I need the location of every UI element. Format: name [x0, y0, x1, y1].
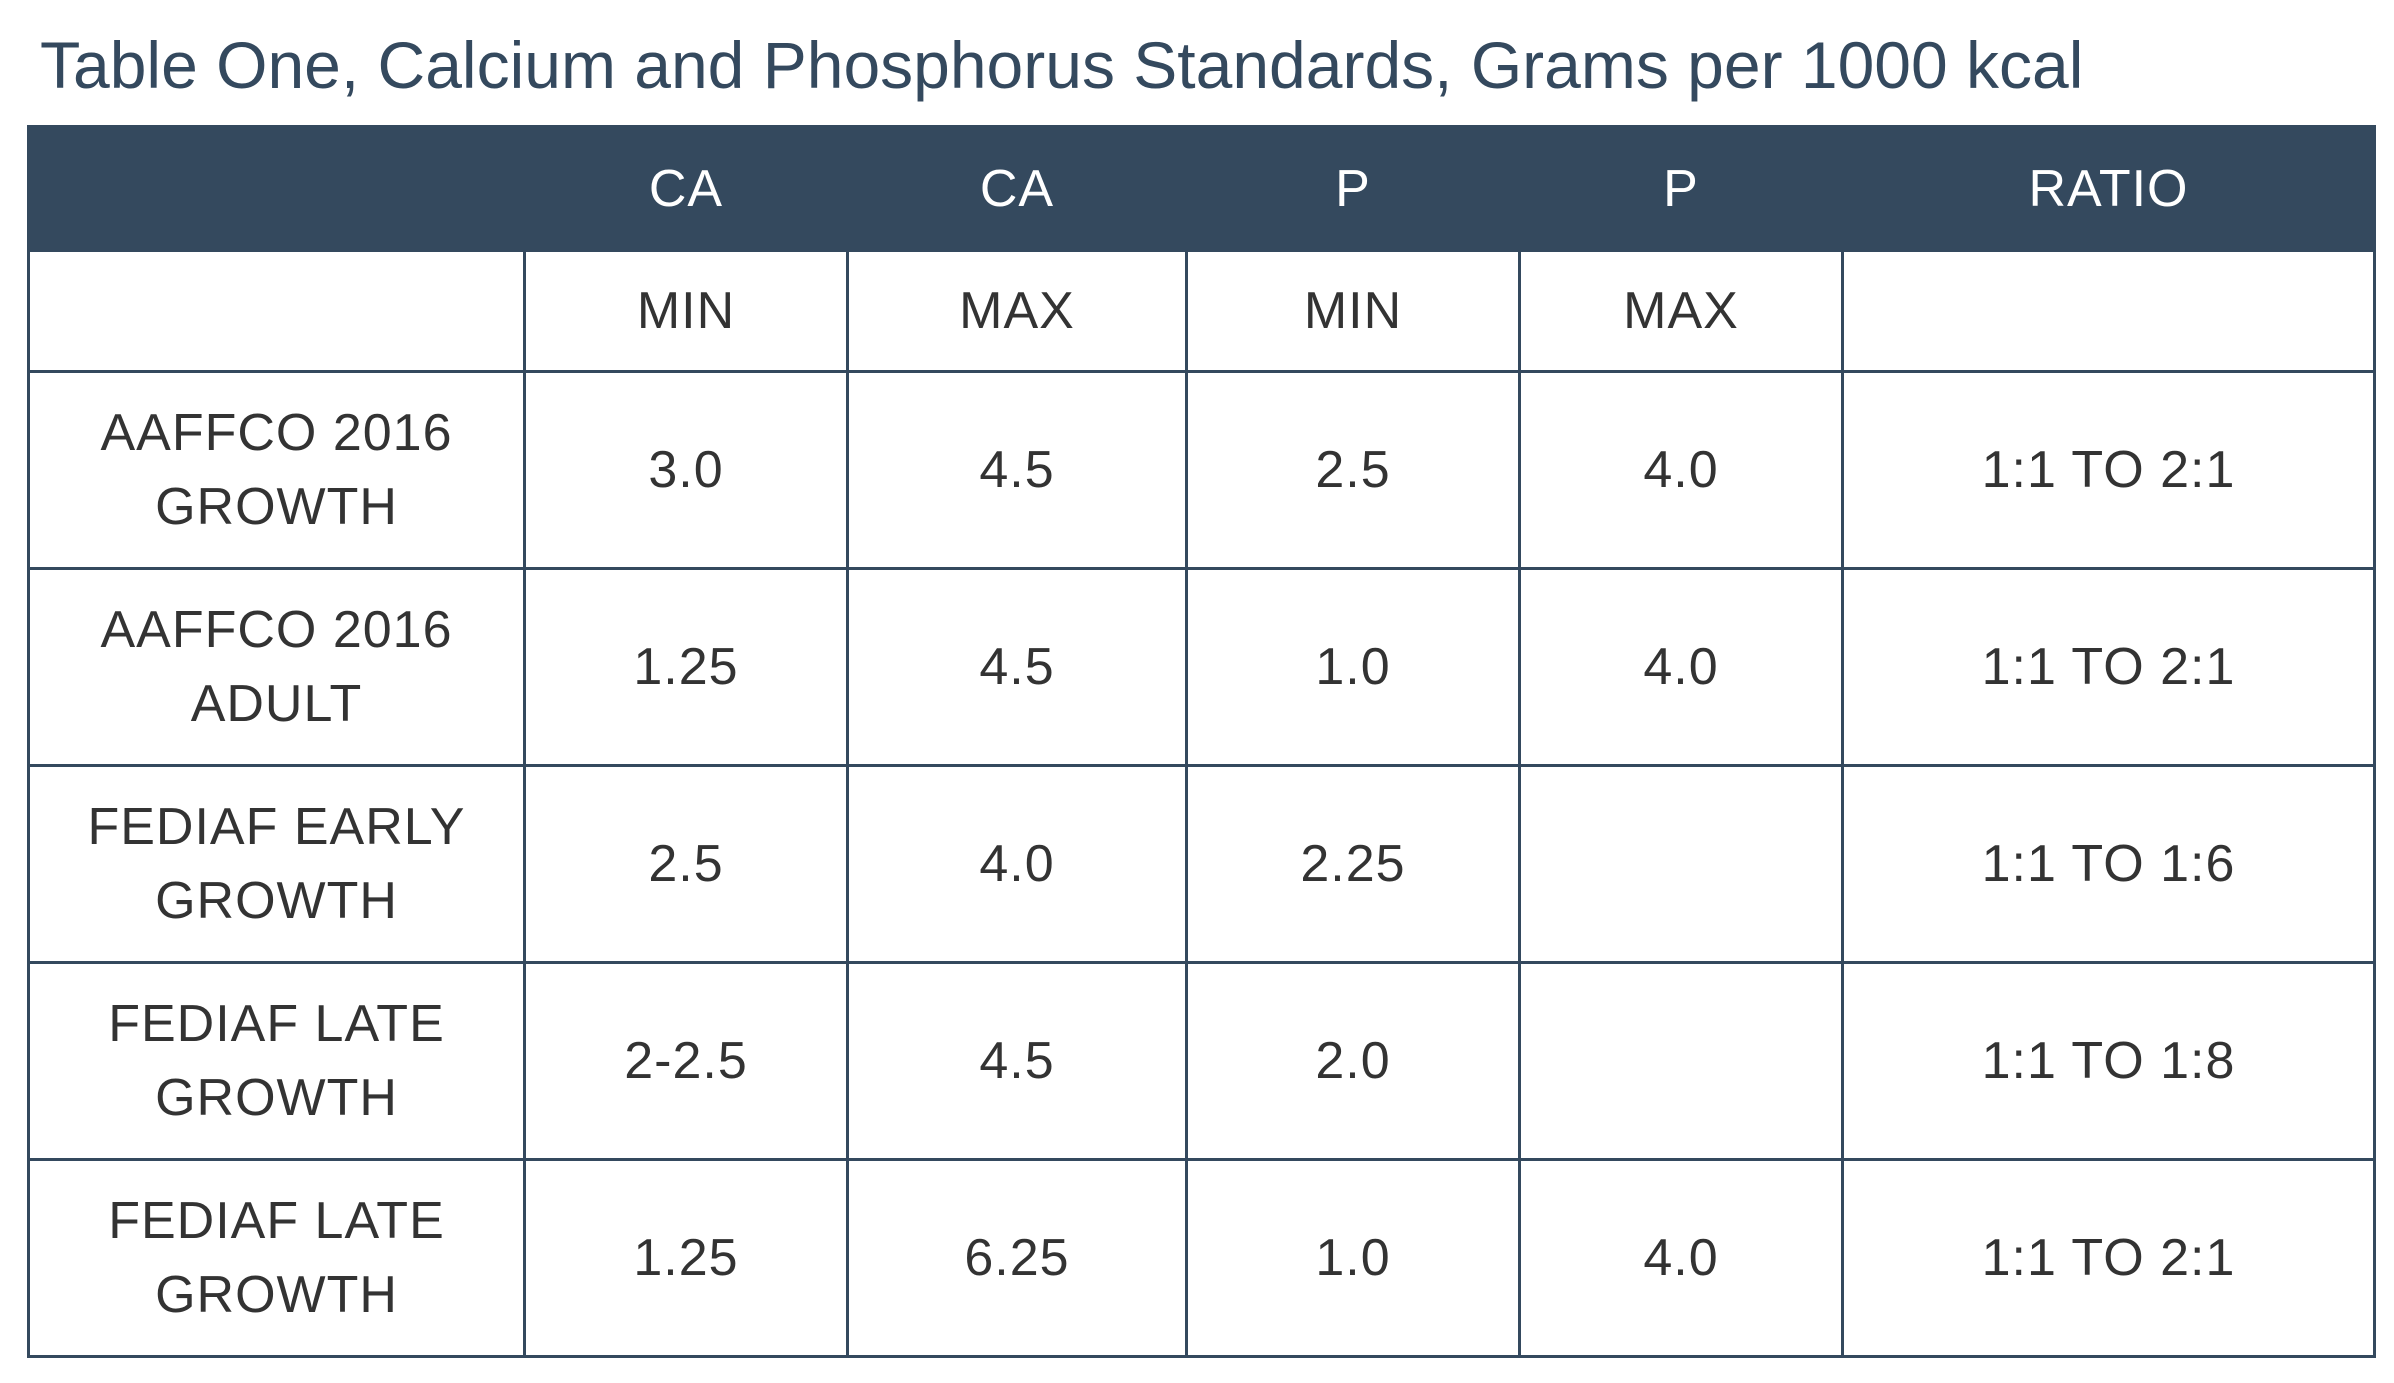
subheader-p-max: MAX	[1518, 249, 1844, 373]
calcium-phosphorus-table: CA CA P P RATIO MIN MAX MIN MAX AAFFCO 2…	[27, 125, 2376, 1358]
column-header-ratio: RATIO	[1841, 125, 2376, 252]
cell-p-max: 4.0	[1518, 370, 1844, 570]
cell-p-max: 4.0	[1518, 1158, 1844, 1358]
row-label: AAFFCO 2016 GROWTH	[27, 370, 526, 570]
row-label-line2: GROWTH	[155, 1069, 398, 1127]
cell-p-min: 1.0	[1185, 1158, 1521, 1358]
table-row: AAFFCO 2016 GROWTH 3.0 4.5 2.5 4.0 1:1 T…	[27, 370, 2376, 570]
row-label-line1: FEDIAF LATE	[108, 1192, 445, 1250]
cell-ca-max: 4.5	[846, 961, 1188, 1161]
row-label-line1: AAFFCO 2016	[100, 404, 453, 462]
table-header-row: CA CA P P RATIO	[27, 125, 2376, 252]
subheader-blank	[27, 249, 526, 373]
cell-p-min: 2.5	[1185, 370, 1521, 570]
cell-p-max	[1518, 764, 1844, 964]
cell-ca-min: 2.5	[523, 764, 849, 964]
column-header-blank	[27, 125, 526, 252]
column-header-p-max: P	[1518, 125, 1844, 252]
table-row: AAFFCO 2016 ADULT 1.25 4.5 1.0 4.0 1:1 T…	[27, 567, 2376, 767]
column-header-p-min: P	[1185, 125, 1521, 252]
subheader-ca-min: MIN	[523, 249, 849, 373]
column-header-ca-max: CA	[846, 125, 1188, 252]
cell-ca-min: 1.25	[523, 1158, 849, 1358]
cell-ca-max: 4.5	[846, 370, 1188, 570]
row-label-line2: GROWTH	[155, 872, 398, 930]
table-row: FEDIAF LATE GROWTH 2-2.5 4.5 2.0 1:1 TO …	[27, 961, 2376, 1161]
subheader-ratio	[1841, 249, 2376, 373]
cell-ratio: 1:1 TO 1:6	[1841, 764, 2376, 964]
row-label: FEDIAF EARLY GROWTH	[27, 764, 526, 964]
subheader-ca-max: MAX	[846, 249, 1188, 373]
table-subheader-row: MIN MAX MIN MAX	[27, 249, 2376, 373]
table-row: FEDIAF EARLY GROWTH 2.5 4.0 2.25 1:1 TO …	[27, 764, 2376, 964]
row-label: AAFFCO 2016 ADULT	[27, 567, 526, 767]
cell-ca-max: 4.0	[846, 764, 1188, 964]
page-title: Table One, Calcium and Phosphorus Standa…	[40, 28, 2084, 102]
cell-ratio: 1:1 TO 1:8	[1841, 961, 2376, 1161]
cell-ca-min: 2-2.5	[523, 961, 849, 1161]
cell-p-min: 2.25	[1185, 764, 1521, 964]
cell-p-max: 4.0	[1518, 567, 1844, 767]
row-label-line2: ADULT	[190, 675, 363, 733]
cell-ca-max: 4.5	[846, 567, 1188, 767]
column-header-ca-min: CA	[523, 125, 849, 252]
cell-p-max	[1518, 961, 1844, 1161]
cell-ratio: 1:1 TO 2:1	[1841, 370, 2376, 570]
row-label: FEDIAF LATE GROWTH	[27, 961, 526, 1161]
row-label: FEDIAF LATE GROWTH	[27, 1158, 526, 1358]
cell-ca-min: 3.0	[523, 370, 849, 570]
cell-ca-min: 1.25	[523, 567, 849, 767]
table-row: FEDIAF LATE GROWTH 1.25 6.25 1.0 4.0 1:1…	[27, 1158, 2376, 1358]
row-label-line2: GROWTH	[155, 1266, 398, 1324]
cell-p-min: 1.0	[1185, 567, 1521, 767]
subheader-p-min: MIN	[1185, 249, 1521, 373]
row-label-line1: FEDIAF LATE	[108, 995, 445, 1053]
cell-p-min: 2.0	[1185, 961, 1521, 1161]
row-label-line1: AAFFCO 2016	[100, 601, 453, 659]
cell-ca-max: 6.25	[846, 1158, 1188, 1358]
cell-ratio: 1:1 TO 2:1	[1841, 567, 2376, 767]
row-label-line1: FEDIAF EARLY	[87, 798, 466, 856]
row-label-line2: GROWTH	[155, 478, 398, 536]
cell-ratio: 1:1 TO 2:1	[1841, 1158, 2376, 1358]
